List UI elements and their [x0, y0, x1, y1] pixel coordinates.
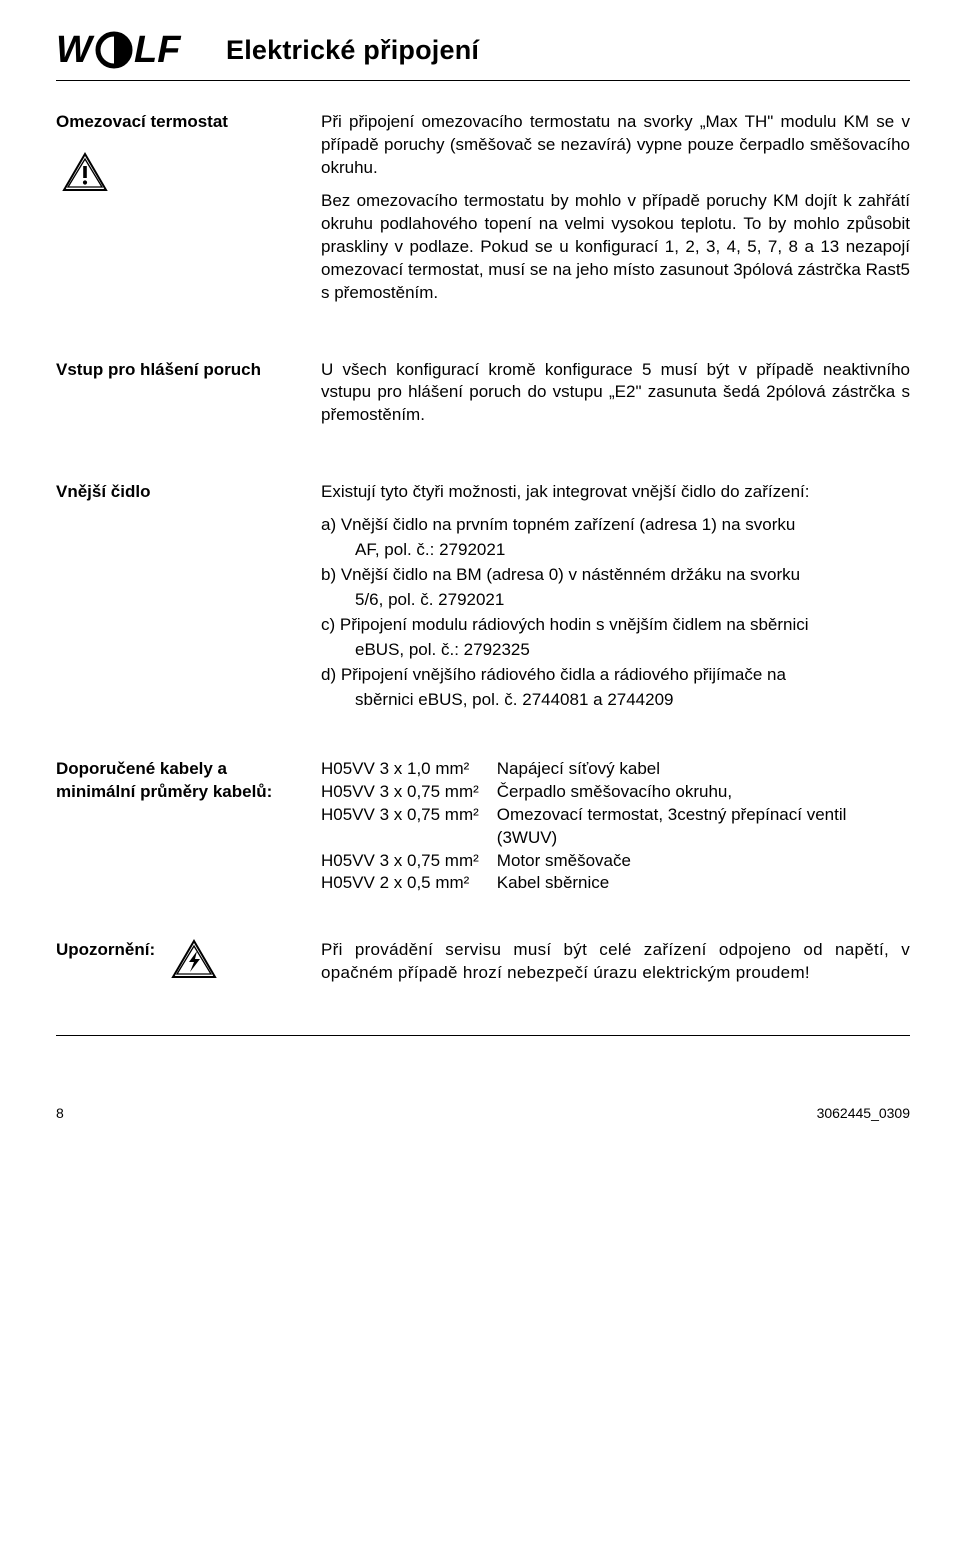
cables-left: Doporučené kabely a minimální průměry ka…	[56, 758, 321, 896]
footer-rule	[56, 1035, 910, 1036]
cables-table: H05VV 3 x 1,0 mm² Napájecí síťový kabel …	[321, 758, 910, 896]
thermostat-para1: Při připojení omezovacího termostatu na …	[321, 111, 910, 180]
notice-body: Při provádění servisu musí být celé zaří…	[321, 939, 910, 995]
cable-row: H05VV 3 x 0,75 mm² Motor směšovače	[321, 850, 910, 873]
thermostat-label: Omezovací termostat	[56, 111, 303, 134]
doc-id: 3062445_0309	[817, 1104, 910, 1123]
cable-row: H05VV 3 x 0,75 mm² Omezovací termostat, …	[321, 804, 910, 850]
ext-sensor-left: Vnější čidlo	[56, 481, 321, 713]
cable-spec: H05VV 2 x 0,5 mm²	[321, 872, 497, 895]
cable-spec: H05VV 3 x 1,0 mm²	[321, 758, 497, 781]
ext-sensor-b: b) Vnější čidlo na BM (adresa 0) v nástě…	[321, 564, 910, 587]
section-cables: Doporučené kabely a minimální průměry ka…	[56, 758, 910, 896]
ext-sensor-a-sub: AF, pol. č.: 2792021	[321, 539, 910, 562]
cable-spec: H05VV 3 x 0,75 mm²	[321, 850, 497, 873]
ext-sensor-body: Existují tyto čtyři možnosti, jak integr…	[321, 481, 910, 713]
section-thermostat-body: Při připojení omezovacího termostatu na …	[321, 111, 910, 315]
cable-row: H05VV 3 x 0,75 mm² Čerpadlo směšovacího …	[321, 781, 910, 804]
wolf-logo: W LF	[56, 28, 196, 72]
svg-text:W: W	[56, 29, 95, 71]
ext-sensor-c-sub: eBUS, pol. č.: 2792325	[321, 639, 910, 662]
svg-text:LF: LF	[134, 29, 182, 71]
page-number: 8	[56, 1104, 64, 1123]
fault-input-body: U všech konfigurací kromě konfigurace 5 …	[321, 359, 910, 438]
section-thermostat-left: Omezovací termostat	[56, 111, 321, 315]
thermostat-para2: Bez omezovacího termostatu by mohlo v př…	[321, 190, 910, 305]
ext-sensor-b-sub: 5/6, pol. č. 2792021	[321, 589, 910, 612]
cable-spec: H05VV 3 x 0,75 mm²	[321, 804, 497, 850]
header-rule	[56, 80, 910, 81]
cables-label-2: minimální průměry kabelů:	[56, 781, 303, 804]
ext-sensor-label: Vnější čidlo	[56, 481, 303, 504]
notice-left: Upozornění:	[56, 939, 321, 995]
cable-spec: H05VV 3 x 0,75 mm²	[321, 781, 497, 804]
electric-hazard-icon	[171, 939, 217, 986]
cable-desc: Omezovací termostat, 3cestný přepínací v…	[497, 804, 910, 850]
cables-body: H05VV 3 x 1,0 mm² Napájecí síťový kabel …	[321, 758, 910, 896]
fault-input-left: Vstup pro hlášení poruch	[56, 359, 321, 438]
notice-para1: Při provádění servisu musí být celé zaří…	[321, 939, 910, 985]
ext-sensor-intro: Existují tyto čtyři možnosti, jak integr…	[321, 481, 910, 504]
ext-sensor-c: c) Připojení modulu rádiových hodin s vn…	[321, 614, 910, 637]
section-thermostat: Omezovací termostat Při připojení omezov…	[56, 111, 910, 315]
cable-row: H05VV 2 x 0,5 mm² Kabel sběrnice	[321, 872, 910, 895]
section-ext-sensor: Vnější čidlo Existují tyto čtyři možnost…	[56, 481, 910, 713]
page-footer: 8 3062445_0309	[56, 1096, 910, 1123]
fault-input-label: Vstup pro hlášení poruch	[56, 359, 303, 382]
fault-input-para1: U všech konfigurací kromě konfigurace 5 …	[321, 359, 910, 428]
cable-row: H05VV 3 x 1,0 mm² Napájecí síťový kabel	[321, 758, 910, 781]
warning-icon	[62, 152, 303, 199]
section-notice: Upozornění: Při provádění servisu musí b…	[56, 939, 910, 995]
cable-desc: Motor směšovače	[497, 850, 910, 873]
cable-desc: Napájecí síťový kabel	[497, 758, 910, 781]
ext-sensor-d-sub: sběrnici eBUS, pol. č. 2744081 a 2744209	[321, 689, 910, 712]
page-header: W LF Elektrické připojení	[56, 28, 910, 72]
ext-sensor-d: d) Připojení vnějšího rádiového čidla a …	[321, 664, 910, 687]
cable-desc: Kabel sběrnice	[497, 872, 910, 895]
section-fault-input: Vstup pro hlášení poruch U všech konfigu…	[56, 359, 910, 438]
notice-label: Upozornění:	[56, 939, 155, 962]
page-title: Elektrické připojení	[226, 32, 479, 68]
cable-desc: Čerpadlo směšovacího okruhu,	[497, 781, 910, 804]
cables-label-1: Doporučené kabely a	[56, 758, 303, 781]
ext-sensor-a: a) Vnější čidlo na prvním topném zařízen…	[321, 514, 910, 537]
